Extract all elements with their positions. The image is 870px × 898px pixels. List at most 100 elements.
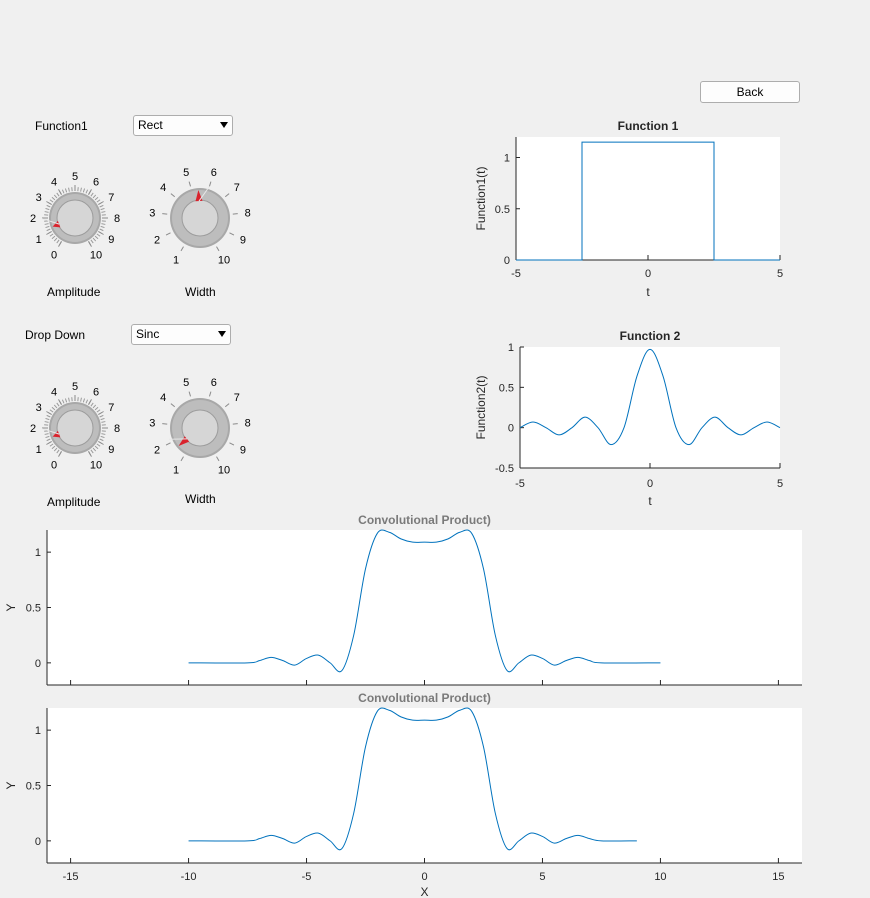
major-tick — [232, 423, 238, 425]
minor-tick — [94, 235, 99, 240]
chevron-down-icon — [218, 331, 226, 337]
function1-label: Function1 — [35, 119, 88, 133]
major-tick — [162, 213, 168, 215]
major-tick — [188, 391, 192, 397]
x-tick-label: 10 — [654, 871, 666, 883]
knob-tick-label: 9 — [240, 445, 246, 457]
minor-tick — [99, 228, 104, 232]
y-tick-label: 1 — [504, 153, 510, 165]
width-knob-1[interactable]: 1 2 3 4 5 6 7 8 9 10 — [135, 160, 265, 275]
major-tick — [165, 442, 171, 446]
major-tick — [58, 189, 62, 195]
minor-tick — [94, 445, 99, 450]
major-tick — [98, 441, 104, 445]
minor-tick — [64, 188, 68, 193]
knob-tick-label: 10 — [218, 255, 230, 267]
y-tick-label: 0 — [508, 423, 514, 435]
knob-tick-label: 0 — [51, 249, 57, 261]
knob-tick-label: 4 — [51, 177, 57, 189]
knob-tick-label: 5 — [183, 377, 189, 389]
knob-tick-label: 7 — [234, 392, 240, 404]
knob-tick-label: 1 — [36, 444, 42, 456]
y-tick-label: 1 — [508, 342, 514, 354]
width-knob-2[interactable]: 1 2 3 4 5 6 7 8 9 10 — [135, 370, 265, 485]
minor-tick — [90, 402, 94, 407]
knob-tick-label: 7 — [108, 402, 114, 414]
minor-tick — [85, 399, 89, 404]
knob-tick-label: 1 — [173, 255, 179, 267]
major-tick — [98, 411, 104, 415]
major-tick — [229, 442, 235, 446]
function2-dropdown[interactable]: Sinc — [131, 324, 231, 345]
minor-tick — [101, 223, 106, 225]
width-label-1: Width — [185, 285, 216, 299]
knob-tick-label: 10 — [218, 465, 230, 477]
plot-area — [520, 347, 780, 468]
knob-tick-label: 3 — [149, 417, 155, 429]
y-axis-label: Function2(t) — [474, 375, 488, 439]
major-tick — [88, 189, 92, 195]
y-tick-label: -0.5 — [495, 463, 514, 475]
knob-tick-label: 6 — [211, 377, 217, 389]
knob-highlight — [198, 186, 210, 202]
y-tick-label: 0 — [35, 658, 41, 670]
major-tick — [98, 201, 104, 205]
x-tick-label: 5 — [777, 268, 783, 280]
major-tick — [180, 456, 184, 462]
y-tick-label: 0.5 — [26, 603, 41, 615]
minor-tick — [61, 189, 65, 194]
knob-pointer — [52, 220, 61, 228]
minor-tick — [49, 199, 54, 203]
minor-tick — [44, 433, 49, 435]
major-tick — [170, 403, 176, 408]
minor-tick — [68, 397, 70, 402]
minor-tick — [92, 447, 97, 452]
function1-dropdown[interactable]: Rect — [133, 115, 233, 136]
minor-tick — [96, 409, 101, 413]
major-tick — [46, 201, 52, 205]
x-tick-label: -5 — [302, 871, 312, 883]
minor-tick — [46, 438, 51, 442]
knob-tick-label: 4 — [160, 392, 166, 404]
minor-tick — [45, 435, 50, 439]
minor-tick — [100, 225, 105, 229]
y-tick-label: 0.5 — [495, 204, 510, 216]
minor-tick — [90, 192, 94, 197]
x-tick-label: -10 — [181, 871, 197, 883]
chart-title: Convolutional Product) — [358, 513, 491, 527]
x-tick-label: 0 — [645, 268, 651, 280]
knob-tick-label: 8 — [245, 207, 251, 219]
major-tick — [229, 232, 235, 236]
major-tick — [232, 213, 238, 215]
minor-tick — [99, 414, 104, 418]
y-tick-label: 1 — [35, 547, 41, 559]
minor-tick — [44, 421, 49, 423]
major-tick — [46, 231, 52, 235]
minor-tick — [100, 417, 105, 421]
major-tick — [216, 246, 220, 252]
series-line — [516, 141, 780, 261]
knob-tick-label: 6 — [211, 167, 217, 179]
knob-tick-label: 3 — [36, 192, 42, 204]
minor-tick — [46, 204, 51, 208]
chart-title: Convolutional Product) — [358, 691, 491, 705]
minor-tick — [45, 417, 50, 421]
knob-tick-label: 4 — [51, 387, 57, 399]
major-tick — [180, 246, 184, 252]
x-tick-label: 5 — [777, 478, 783, 490]
minor-tick — [90, 239, 94, 244]
minor-tick — [94, 406, 99, 411]
back-button[interactable]: Back — [700, 81, 800, 103]
minor-tick — [99, 438, 104, 442]
minor-tick — [80, 397, 82, 402]
major-tick — [88, 399, 92, 405]
major-tick — [170, 193, 176, 198]
series-line — [188, 707, 637, 851]
minor-tick — [53, 194, 58, 199]
knob-cap — [181, 409, 219, 447]
minor-tick — [56, 449, 60, 454]
x-tick-label: 5 — [539, 871, 545, 883]
